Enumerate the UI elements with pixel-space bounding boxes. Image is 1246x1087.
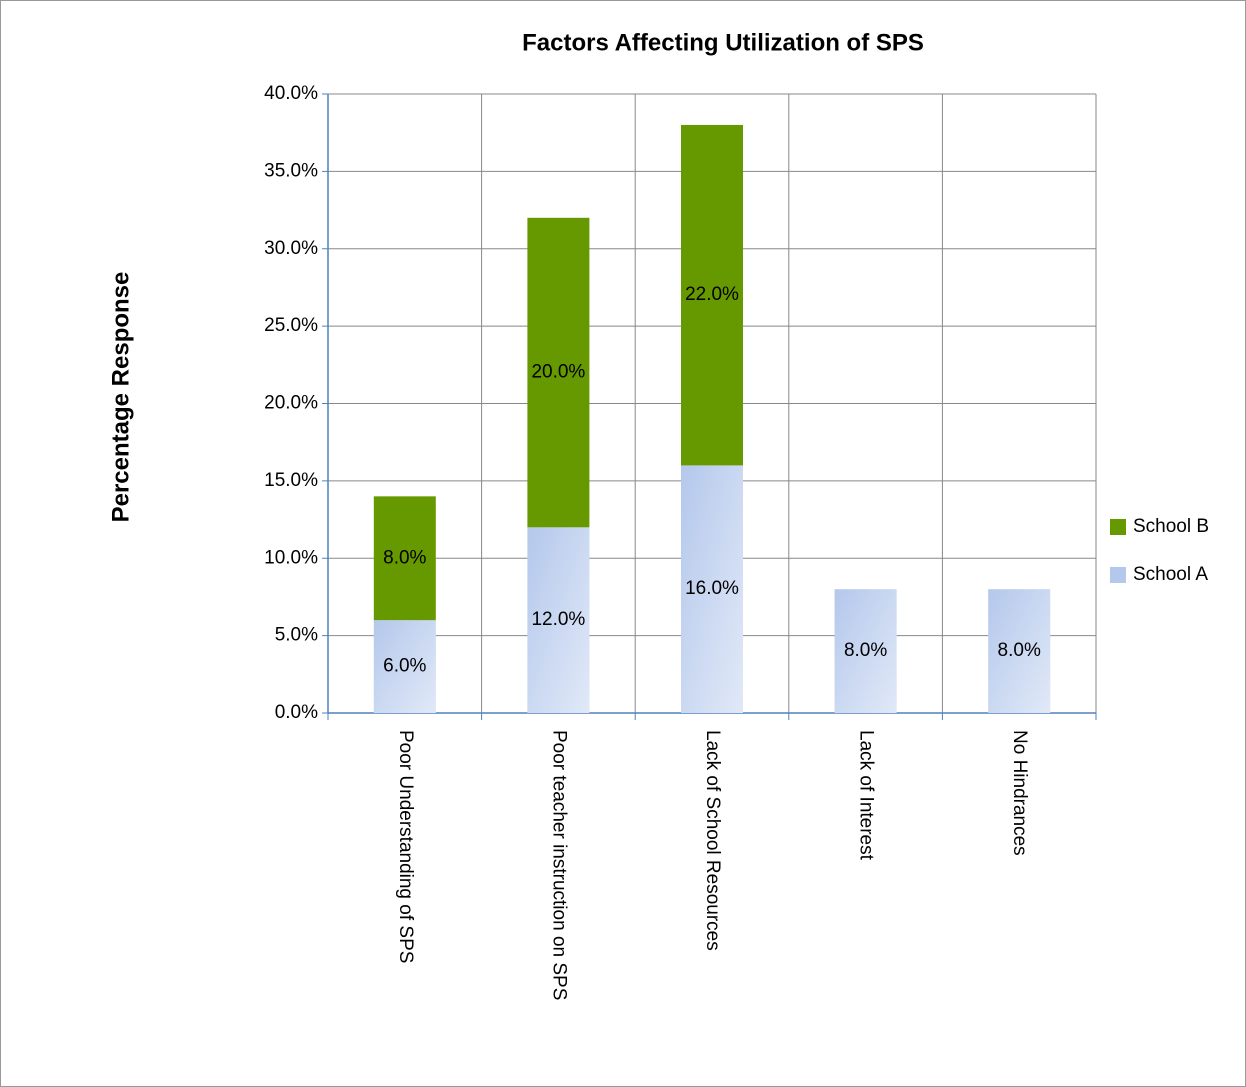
bar-segment — [373, 496, 436, 621]
legend-label: School A — [1133, 564, 1208, 585]
x-tick-label: Poor teacher instruction on SPS — [548, 730, 569, 1000]
x-tick-label: No Hindrances — [1009, 730, 1030, 856]
y-tick-label: 20.0% — [264, 393, 318, 414]
data-label: 20.0% — [531, 362, 585, 383]
data-label: 22.0% — [685, 284, 739, 305]
bar-segment — [681, 124, 743, 466]
y-tick-label: 15.0% — [264, 470, 318, 491]
legend-label: School B — [1133, 516, 1209, 537]
legend-swatch — [1110, 519, 1126, 535]
data-label: 8.0% — [383, 547, 426, 568]
bar-shade — [681, 465, 743, 713]
bar-segment — [527, 217, 590, 528]
y-tick-label: 5.0% — [275, 625, 318, 646]
x-tick-label: Lack of Interest — [856, 730, 877, 861]
y-tick-label: 0.0% — [275, 702, 318, 723]
data-label: 16.0% — [685, 578, 739, 599]
legend-swatch — [1110, 567, 1126, 583]
data-label: 6.0% — [383, 656, 426, 677]
x-tick-label: Poor Understanding of SPS — [395, 730, 416, 963]
y-tick-label: 25.0% — [264, 315, 318, 336]
data-label: 8.0% — [844, 640, 887, 661]
y-axis-title: Percentage Response — [107, 272, 134, 523]
y-tick-label: 40.0% — [264, 83, 318, 104]
bar-shade — [373, 620, 436, 713]
data-label: 8.0% — [998, 640, 1041, 661]
bar-shade — [988, 589, 1051, 713]
bar-shade — [527, 527, 590, 713]
y-tick-label: 35.0% — [264, 160, 318, 181]
y-tick-label: 10.0% — [264, 547, 318, 568]
x-tick-label: Lack of School Resources — [702, 730, 723, 951]
bar-shade — [834, 589, 897, 713]
data-label: 12.0% — [531, 609, 585, 630]
y-tick-label: 30.0% — [264, 238, 318, 259]
chart-title: Factors Affecting Utilization of SPS — [522, 29, 924, 56]
